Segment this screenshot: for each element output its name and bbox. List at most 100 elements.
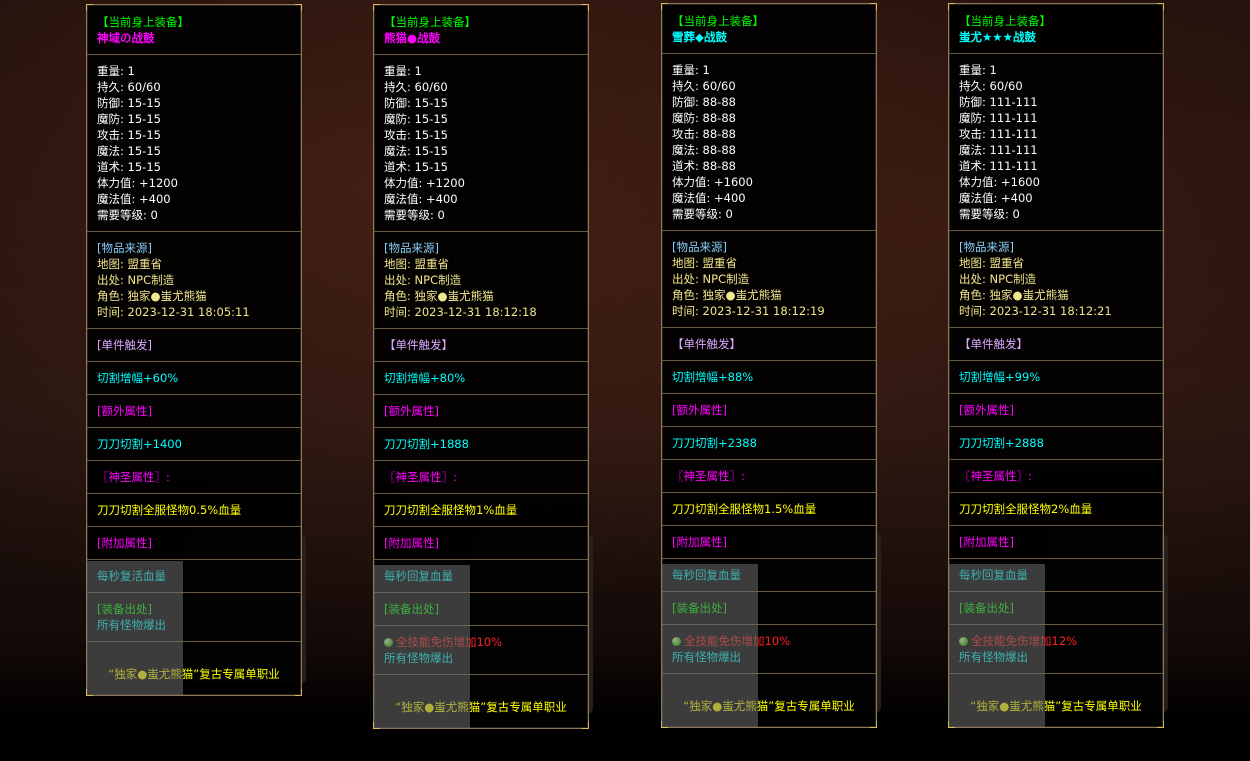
- stat-line: 道术: 111-111: [959, 159, 1038, 173]
- trigger-value: 切割增幅+88%: [672, 370, 754, 384]
- addon-header: [附加属性]: [384, 536, 439, 550]
- stat-line: 魔防: 15-15: [384, 112, 448, 126]
- stat-line: 防御: 15-15: [97, 96, 161, 110]
- stat-line: 重量: 1: [959, 63, 997, 77]
- header-section: 【当前身上装备】 雪葬◆战鼓: [662, 4, 876, 53]
- stat-line: 魔法: 88-88: [672, 143, 736, 157]
- holy-header: 〖神圣属性〗:: [97, 470, 170, 484]
- trigger-header: 【单件触发】: [959, 337, 1028, 351]
- stat-line: 魔法: 15-15: [97, 144, 161, 158]
- source-header: [物品来源]: [384, 241, 439, 255]
- stat-line: 攻击: 15-15: [384, 128, 448, 142]
- trigger-value: 切割增幅+80%: [384, 371, 466, 385]
- source-line: 出处: NPC制造: [959, 272, 1037, 286]
- extra-value: 刀刀切割+1400: [97, 437, 182, 451]
- addon-header: [附加属性]: [959, 535, 1014, 549]
- frame-corner: [295, 4, 302, 11]
- stat-line: 攻击: 88-88: [672, 127, 736, 141]
- trigger-header: 【单件触发】: [672, 337, 741, 351]
- holy-header: 〖神圣属性〗:: [959, 469, 1032, 483]
- header-section: 【当前身上装备】 神域の战鼓: [87, 5, 301, 54]
- extra-value: 刀刀切割+2888: [959, 436, 1044, 450]
- source-section: [物品来源] 地图: 盟重省 出处: NPC制造 角色: 独家●蚩尤熊猫 时间: 202…: [662, 230, 876, 327]
- frame-corner: [295, 689, 302, 696]
- stat-line: 持久: 60/60: [384, 80, 448, 94]
- stat-line: 攻击: 111-111: [959, 127, 1038, 141]
- hud-overlay: [87, 561, 183, 695]
- hud-overlay: [374, 565, 470, 728]
- stat-line: 持久: 60/60: [959, 79, 1023, 93]
- stat-line: 魔法值: +400: [959, 191, 1033, 205]
- holy-value: 刀刀切割全服怪物1%血量: [384, 503, 518, 517]
- item-title: 熊猫●战鼓: [384, 31, 441, 45]
- stat-line: 魔防: 15-15: [97, 112, 161, 126]
- frame-corner: [870, 3, 877, 10]
- frame-corner: [661, 3, 668, 10]
- source-line: 时间: 2023-12-31 18:12:18: [384, 305, 537, 319]
- trigger-value: 切割增幅+60%: [97, 371, 179, 385]
- source-line: 时间: 2023-12-31 18:05:11: [97, 305, 250, 319]
- stat-line: 道术: 15-15: [97, 160, 161, 174]
- stat-line: 体力值: +1200: [384, 176, 465, 190]
- frame-corner: [582, 722, 589, 729]
- stat-line: 防御: 111-111: [959, 95, 1038, 109]
- stat-line: 需要等级: 0: [384, 208, 445, 222]
- stat-line: 需要等级: 0: [672, 207, 733, 221]
- source-line: 出处: NPC制造: [97, 273, 175, 287]
- source-header: [物品来源]: [672, 240, 727, 254]
- source-line: 地图: 盟重省: [97, 257, 163, 271]
- holy-value: 刀刀切割全服怪物0.5%血量: [97, 503, 242, 517]
- item-tooltip-panel: 【当前身上装备】 雪葬◆战鼓 重量: 1 持久: 60/60 防御: 88-88 魔防: …: [661, 3, 877, 728]
- trigger-value: 切割增幅+99%: [959, 370, 1041, 384]
- extra-header: [额外属性]: [384, 404, 439, 418]
- source-section: [物品来源] 地图: 盟重省 出处: NPC制造 角色: 独家●蚩尤熊猫 时间: 202…: [87, 231, 301, 328]
- extra-header: [额外属性]: [959, 403, 1014, 417]
- stat-line: 需要等级: 0: [959, 207, 1020, 221]
- stat-line: 体力值: +1200: [97, 176, 178, 190]
- source-line: 角色: 独家●蚩尤熊猫: [959, 288, 1069, 302]
- stats-section: 重量: 1 持久: 60/60 防御: 15-15 魔防: 15-15 攻击: 15-1…: [374, 54, 588, 231]
- frame-corner: [948, 3, 955, 10]
- trigger-header: 【单件触发】: [384, 338, 453, 352]
- item-tooltip-panel: 【当前身上装备】 神域の战鼓 重量: 1 持久: 60/60 防御: 15-15 魔防: …: [86, 4, 302, 696]
- stat-line: 魔法值: +400: [97, 192, 171, 206]
- frame-corner: [1157, 3, 1164, 10]
- equipped-header: 【当前身上装备】: [672, 14, 764, 28]
- stats-section: 重量: 1 持久: 60/60 防御: 88-88 魔防: 88-88 攻击: 88-8…: [662, 53, 876, 230]
- extra-value: 刀刀切割+1888: [384, 437, 469, 451]
- hud-overlay: [662, 564, 758, 727]
- stats-section: 重量: 1 持久: 60/60 防御: 111-111 魔防: 111-111 攻击: …: [949, 53, 1163, 230]
- source-line: 地图: 盟重省: [672, 256, 738, 270]
- source-line: 地图: 盟重省: [384, 257, 450, 271]
- item-tooltip-panel: 【当前身上装备】 熊猫●战鼓 重量: 1 持久: 60/60 防御: 15-15 魔防: …: [373, 4, 589, 729]
- source-line: 角色: 独家●蚩尤熊猫: [384, 289, 494, 303]
- equipped-header: 【当前身上装备】: [384, 15, 476, 29]
- stat-line: 道术: 88-88: [672, 159, 736, 173]
- extra-header: [额外属性]: [97, 404, 152, 418]
- holy-value: 刀刀切割全服怪物1.5%血量: [672, 502, 817, 516]
- addon-header: [附加属性]: [97, 536, 152, 550]
- stat-line: 魔法值: +400: [672, 191, 746, 205]
- source-line: 角色: 独家●蚩尤熊猫: [97, 289, 207, 303]
- item-title: 蚩尤★★★战鼓: [959, 30, 1036, 44]
- stat-line: 道术: 15-15: [384, 160, 448, 174]
- stat-line: 魔法: 111-111: [959, 143, 1038, 157]
- extra-header: [额外属性]: [672, 403, 727, 417]
- stat-line: 魔法: 15-15: [384, 144, 448, 158]
- holy-header: 〖神圣属性〗:: [672, 469, 745, 483]
- holy-value: 刀刀切割全服怪物2%血量: [959, 502, 1093, 516]
- source-line: 时间: 2023-12-31 18:12:21: [959, 304, 1112, 318]
- item-tooltip-panel: 【当前身上装备】 蚩尤★★★战鼓 重量: 1 持久: 60/60 防御: 111-111…: [948, 3, 1164, 728]
- frame-corner: [661, 721, 668, 728]
- addon-header: [附加属性]: [672, 535, 727, 549]
- frame-corner: [1157, 721, 1164, 728]
- stat-line: 防御: 88-88: [672, 95, 736, 109]
- header-section: 【当前身上装备】 熊猫●战鼓: [374, 5, 588, 54]
- source-section: [物品来源] 地图: 盟重省 出处: NPC制造角色: 独家●蚩尤熊猫时间: 202…: [374, 231, 588, 328]
- stat-line: 持久: 60/60: [97, 80, 161, 94]
- frame-corner: [948, 721, 955, 728]
- source-line: 出处: NPC制造: [384, 273, 462, 287]
- stat-line: 持久: 60/60: [672, 79, 736, 93]
- item-title: 神域の战鼓: [97, 31, 155, 45]
- source-section: [物品来源] 地图: 盟重省 出处: NPC制造 角色: 独家●蚩尤熊猫 时间: 202…: [949, 230, 1163, 327]
